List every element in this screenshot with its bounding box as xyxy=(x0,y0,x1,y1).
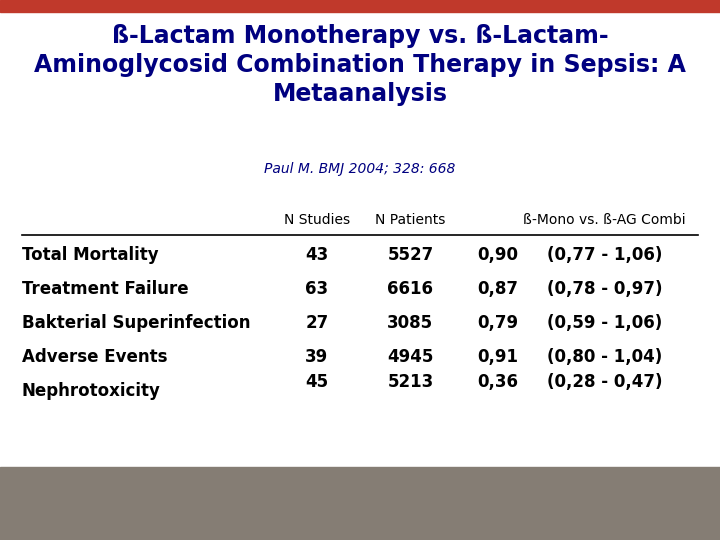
Text: (0,59 - 1,06): (0,59 - 1,06) xyxy=(547,314,662,332)
Text: N Studies: N Studies xyxy=(284,213,350,227)
Text: H: H xyxy=(482,478,519,516)
Text: 27: 27 xyxy=(305,314,328,332)
Text: 5527: 5527 xyxy=(387,246,433,264)
Text: H: H xyxy=(457,478,486,509)
Text: Medizinische Hochschule
Hannover: Medizinische Hochschule Hannover xyxy=(526,483,665,507)
Text: Treatment Failure: Treatment Failure xyxy=(22,280,188,298)
Text: 6616: 6616 xyxy=(387,280,433,298)
Text: 45: 45 xyxy=(305,373,328,390)
Text: Paul M. BMJ 2004; 328: 668: Paul M. BMJ 2004; 328: 668 xyxy=(264,162,456,176)
Text: 0,91: 0,91 xyxy=(477,348,518,366)
Text: M: M xyxy=(421,478,464,516)
Text: 63: 63 xyxy=(305,280,328,298)
Text: Bakterial Superinfection: Bakterial Superinfection xyxy=(22,314,250,332)
Bar xyxy=(0,467,720,540)
Text: 0,87: 0,87 xyxy=(477,280,518,298)
Text: (0,80 - 1,04): (0,80 - 1,04) xyxy=(547,348,662,366)
Text: 5213: 5213 xyxy=(387,373,433,390)
Text: 39: 39 xyxy=(305,348,328,366)
Text: 4945: 4945 xyxy=(387,348,433,366)
Text: (0,28 - 0,47): (0,28 - 0,47) xyxy=(547,373,662,390)
Text: (0,78 - 0,97): (0,78 - 0,97) xyxy=(547,280,662,298)
Text: Nephrotoxicity: Nephrotoxicity xyxy=(22,382,161,400)
Text: Welte – VAP – Mar del Plata 11.10.2014: Welte – VAP – Mar del Plata 11.10.2014 xyxy=(14,486,289,499)
Text: Total Mortality: Total Mortality xyxy=(22,246,158,264)
Text: ß-Mono vs. ß-AG Combi: ß-Mono vs. ß-AG Combi xyxy=(523,213,686,227)
Text: Adverse Events: Adverse Events xyxy=(22,348,167,366)
Text: 3085: 3085 xyxy=(387,314,433,332)
Text: 0,36: 0,36 xyxy=(477,373,518,390)
Text: (0,77 - 1,06): (0,77 - 1,06) xyxy=(547,246,662,264)
Text: 0,79: 0,79 xyxy=(477,314,518,332)
Text: ß-Lactam Monotherapy vs. ß-Lactam-
Aminoglycosid Combination Therapy in Sepsis: : ß-Lactam Monotherapy vs. ß-Lactam- Amino… xyxy=(34,24,686,106)
Text: 43: 43 xyxy=(305,246,328,264)
Text: N Patients: N Patients xyxy=(375,213,446,227)
Bar xyxy=(0,0,720,12)
Text: 0,90: 0,90 xyxy=(477,246,518,264)
